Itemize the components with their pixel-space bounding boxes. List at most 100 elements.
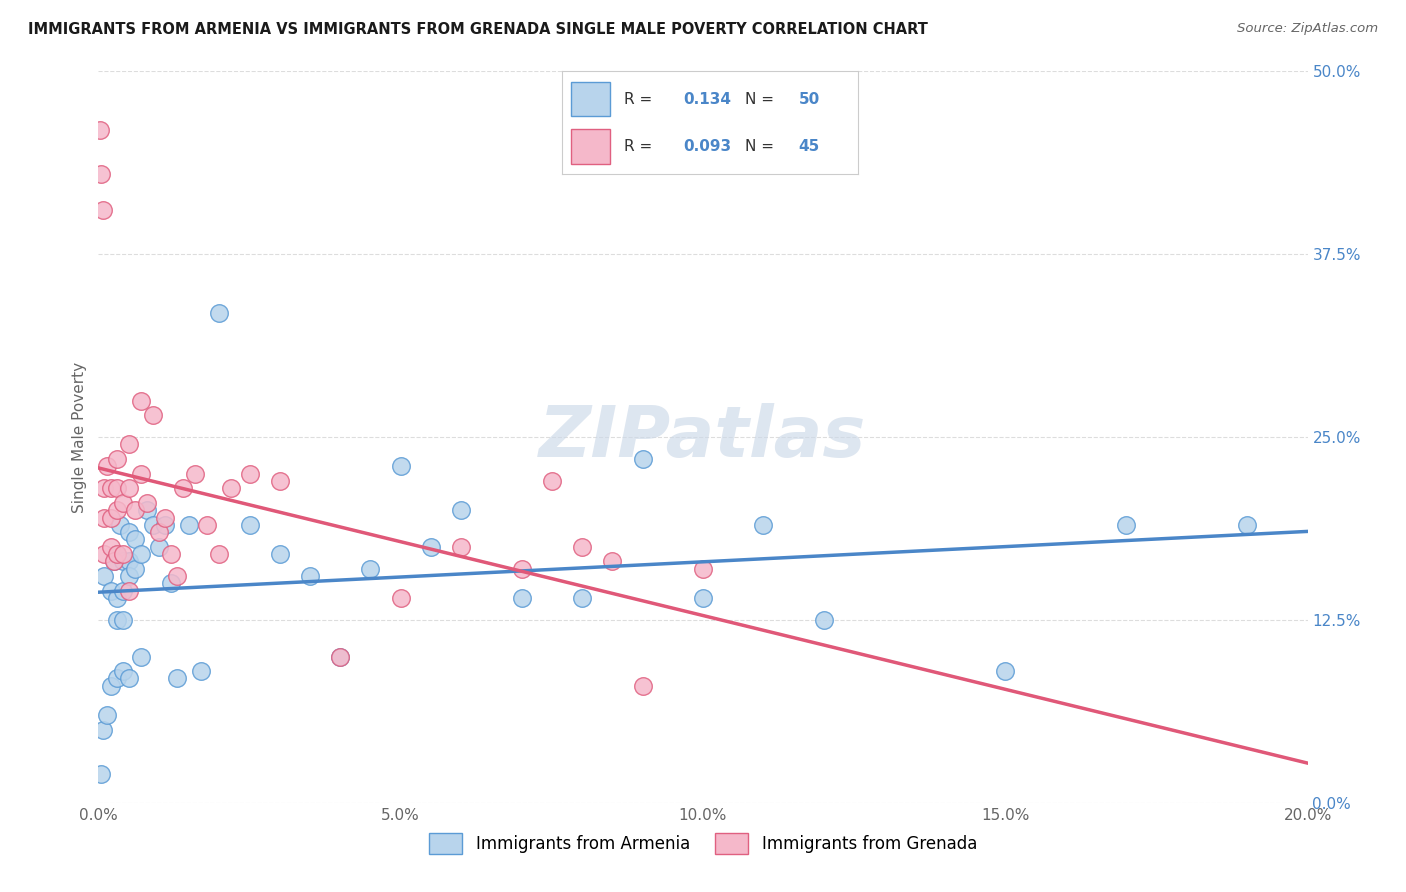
Point <box>118 569 141 583</box>
Point <box>111 664 134 678</box>
Point <box>1236 517 1258 532</box>
Point <box>994 664 1017 678</box>
Point <box>631 452 654 467</box>
Point <box>420 540 443 554</box>
Point <box>100 540 122 554</box>
Point <box>540 474 562 488</box>
Point <box>631 679 654 693</box>
Point <box>118 554 141 568</box>
Point <box>510 591 533 605</box>
Point <box>179 517 201 532</box>
Point <box>692 591 714 605</box>
Point <box>100 583 122 598</box>
Point <box>752 517 775 532</box>
Point <box>111 583 134 598</box>
Point <box>148 540 170 554</box>
Text: 45: 45 <box>799 139 820 153</box>
Point <box>105 547 128 561</box>
Point <box>269 474 291 488</box>
Point <box>571 591 593 605</box>
Point <box>172 481 194 495</box>
Text: N =: N = <box>745 92 779 106</box>
Point <box>239 517 262 532</box>
Text: 0.093: 0.093 <box>683 139 731 153</box>
Text: R =: R = <box>624 92 658 106</box>
Point <box>190 664 212 678</box>
Point <box>510 562 533 576</box>
Point <box>105 452 128 467</box>
Point <box>153 517 176 532</box>
Point <box>118 672 141 686</box>
Point <box>160 576 183 591</box>
Point <box>105 591 128 605</box>
Y-axis label: Single Male Poverty: Single Male Poverty <box>72 361 87 513</box>
Point <box>142 408 165 422</box>
Point <box>813 613 835 627</box>
Point <box>329 649 352 664</box>
Point <box>129 547 152 561</box>
Point <box>208 306 231 320</box>
Point <box>1115 517 1137 532</box>
Point <box>105 672 128 686</box>
Point <box>111 496 134 510</box>
Point <box>96 708 118 723</box>
Point <box>100 481 122 495</box>
Point <box>148 525 170 540</box>
Point <box>93 569 115 583</box>
Point <box>96 459 118 474</box>
Point <box>118 583 141 598</box>
Point <box>124 562 146 576</box>
Point <box>105 481 128 495</box>
Point <box>195 517 218 532</box>
Point <box>124 503 146 517</box>
Point <box>360 562 382 576</box>
Point <box>118 481 141 495</box>
Point <box>105 503 128 517</box>
Point <box>602 554 624 568</box>
Point <box>118 525 141 540</box>
Point <box>239 467 262 481</box>
Point <box>142 517 165 532</box>
Point <box>89 123 111 137</box>
Point <box>166 672 188 686</box>
Point <box>129 393 152 408</box>
Point <box>105 613 128 627</box>
Point <box>692 562 714 576</box>
Point <box>389 591 412 605</box>
Point <box>269 547 291 561</box>
Point <box>108 517 131 532</box>
Point <box>90 167 112 181</box>
Point <box>129 467 152 481</box>
Text: IMMIGRANTS FROM ARMENIA VS IMMIGRANTS FROM GRENADA SINGLE MALE POVERTY CORRELATI: IMMIGRANTS FROM ARMENIA VS IMMIGRANTS FR… <box>28 22 928 37</box>
Point <box>100 510 122 524</box>
Point <box>91 723 114 737</box>
Point <box>329 649 352 664</box>
Point <box>450 540 472 554</box>
Point <box>103 554 125 568</box>
Point <box>221 481 243 495</box>
Point <box>208 547 231 561</box>
Point <box>111 554 134 568</box>
Point <box>118 437 141 451</box>
Point <box>135 496 157 510</box>
Point <box>93 547 115 561</box>
Point <box>153 510 176 524</box>
Point <box>100 679 122 693</box>
Point <box>105 547 128 561</box>
Point <box>166 569 188 583</box>
Point <box>389 459 412 474</box>
Point <box>103 554 125 568</box>
Text: Source: ZipAtlas.com: Source: ZipAtlas.com <box>1237 22 1378 36</box>
Point <box>450 503 472 517</box>
Point <box>124 533 146 547</box>
Point <box>90 766 112 780</box>
FancyBboxPatch shape <box>571 128 610 163</box>
Point <box>160 547 183 561</box>
Point <box>111 613 134 627</box>
Point <box>93 510 115 524</box>
Point <box>184 467 207 481</box>
Point <box>299 569 322 583</box>
Text: 50: 50 <box>799 92 820 106</box>
Point <box>93 481 115 495</box>
Point <box>91 203 114 218</box>
